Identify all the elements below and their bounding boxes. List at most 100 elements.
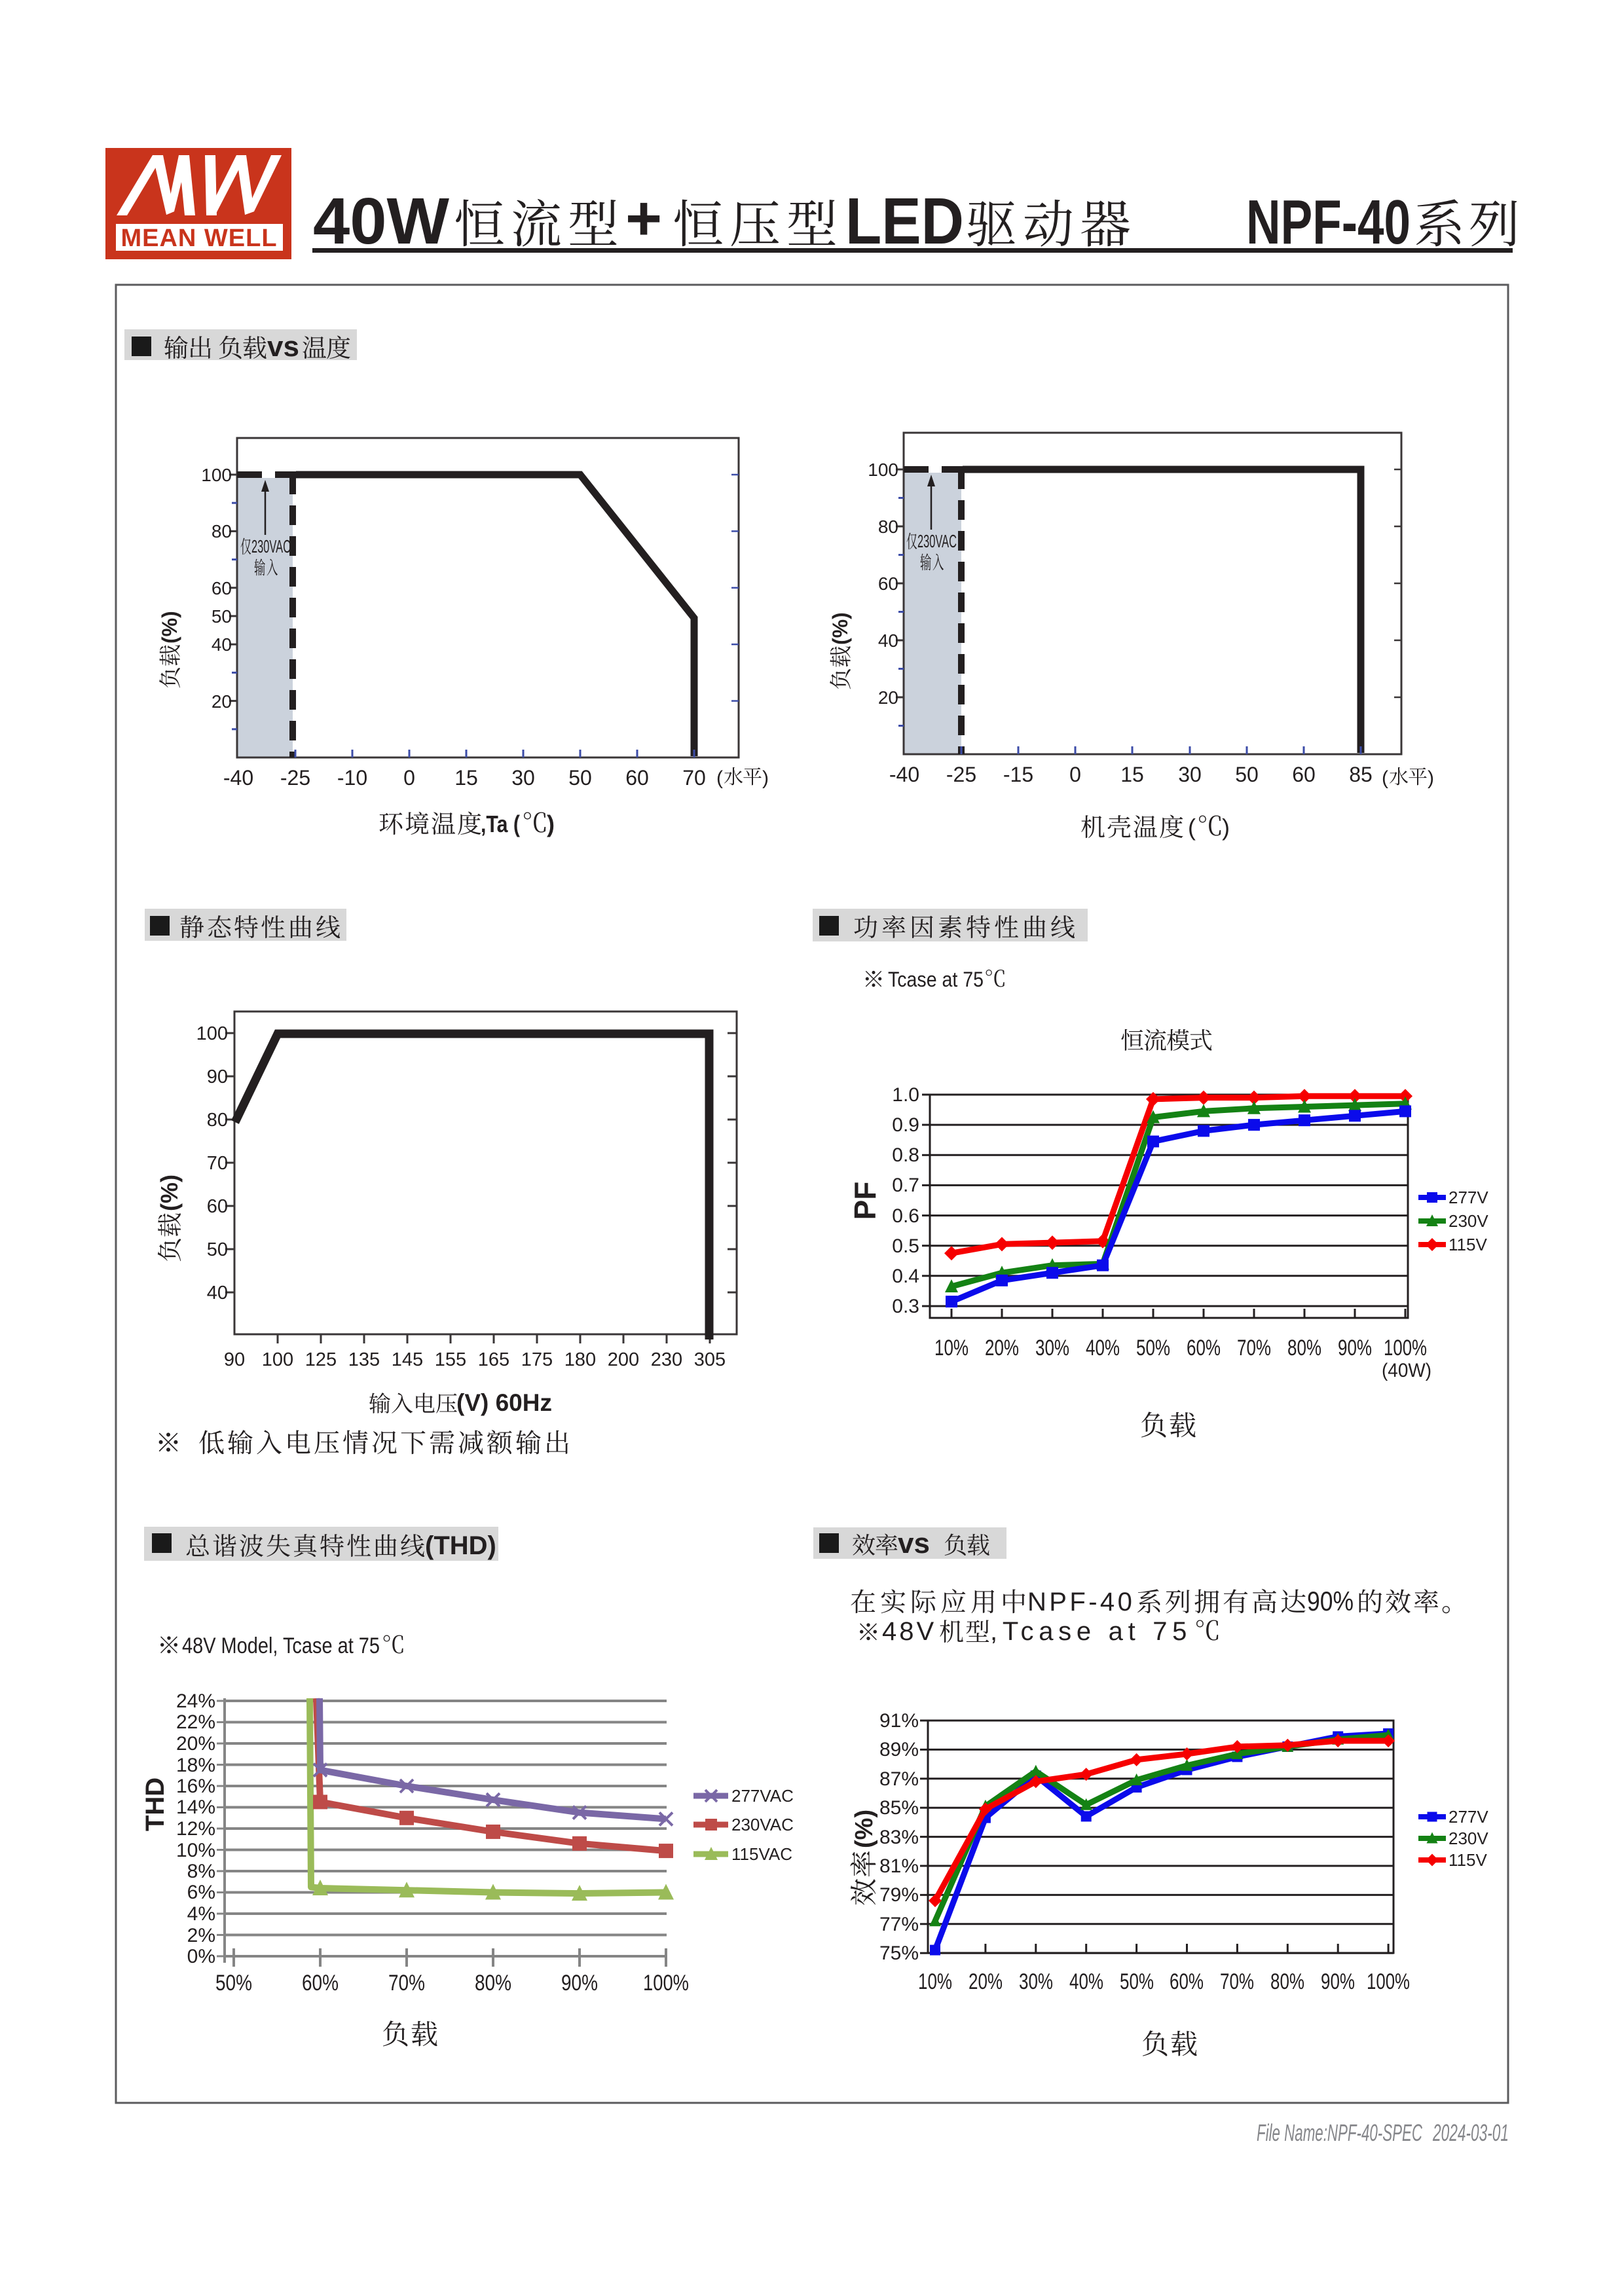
svg-text:+: + [625,183,662,253]
svg-text:(: ( [1188,814,1196,841]
svg-text:100%: 100% [1384,1336,1427,1360]
svg-text:(%): (%) [828,612,852,645]
svg-text:): ) [1222,814,1230,841]
svg-text:180: 180 [564,1349,596,1370]
svg-text:70%: 70% [388,1971,425,1995]
svg-text:50: 50 [1235,763,1259,786]
svg-text:Tcase at 75: Tcase at 75 [888,968,984,991]
svg-text:10%: 10% [918,1969,952,1994]
svg-text:0.8: 0.8 [892,1144,919,1166]
svg-text:vs: vs [267,331,299,363]
svg-text:90%: 90% [1307,1586,1354,1616]
svg-text:50: 50 [207,1239,228,1260]
svg-text:50%: 50% [1120,1969,1154,1994]
svg-text:8%: 8% [187,1861,215,1882]
svg-text:70%: 70% [1237,1336,1271,1360]
svg-text:85: 85 [1349,763,1373,786]
svg-text:277VAC: 277VAC [731,1786,794,1806]
svg-text:30%: 30% [1035,1336,1069,1360]
svg-text:77%: 77% [879,1914,919,1935]
svg-text:10%: 10% [176,1840,215,1861]
svg-text:(%): (%) [851,1810,878,1848]
svg-text:14%: 14% [176,1796,215,1818]
svg-text:0.9: 0.9 [892,1114,919,1136]
svg-text:(%): (%) [156,1175,183,1211]
svg-text:20: 20 [878,687,898,708]
svg-text:115V: 115V [1449,1235,1487,1254]
svg-text:): ) [762,767,769,789]
svg-text:MEAN WELL: MEAN WELL [120,225,277,252]
svg-text:30: 30 [1178,763,1202,786]
svg-text:80: 80 [212,521,232,541]
svg-text:75%: 75% [879,1942,919,1964]
svg-text:0: 0 [1069,763,1081,786]
svg-text:230V: 230V [1449,1211,1488,1231]
svg-text:-10: -10 [337,766,367,790]
svg-text:90%: 90% [561,1971,598,1995]
svg-text:83%: 83% [879,1827,919,1848]
svg-text:80%: 80% [1287,1336,1321,1360]
svg-text:(%): (%) [158,611,181,644]
svg-text:LED: LED [845,185,964,258]
svg-text:6%: 6% [187,1882,215,1903]
svg-text:70: 70 [682,766,706,790]
svg-text:50: 50 [212,606,232,627]
svg-text:155: 155 [435,1349,466,1370]
svg-text:48V Model, Tcase at 75: 48V Model, Tcase at 75 [182,1633,380,1658]
svg-text:0: 0 [403,766,415,790]
svg-text:0.4: 0.4 [892,1266,919,1287]
svg-text:(: ( [716,767,723,789]
svg-text:15: 15 [1120,763,1144,786]
svg-text:70%: 70% [1220,1969,1254,1994]
svg-text:40%: 40% [1069,1969,1103,1994]
svg-text:(THD): (THD) [425,1531,496,1560]
svg-text:175: 175 [521,1349,553,1370]
svg-text:20%: 20% [176,1733,215,1755]
svg-text:80: 80 [878,517,898,537]
svg-text:135: 135 [348,1349,380,1370]
svg-text:40W: 40W [313,185,450,258]
svg-text:89%: 89% [879,1739,919,1760]
svg-text:40%: 40% [1086,1336,1120,1360]
svg-text:20: 20 [212,691,232,712]
svg-text:60%: 60% [1170,1969,1204,1994]
svg-text:30: 30 [511,766,535,790]
svg-text:60%: 60% [302,1971,339,1995]
svg-text:230VAC: 230VAC [251,536,291,556]
svg-text:0%: 0% [187,1946,215,1967]
svg-text:12%: 12% [176,1818,215,1840]
svg-text:100: 100 [201,465,232,485]
svg-text:15: 15 [454,766,478,790]
svg-text:1.0: 1.0 [892,1084,919,1106]
svg-text:90: 90 [224,1349,245,1370]
svg-text:File Name:NPF-40-SPEC: File Name:NPF-40-SPEC [1257,2119,1423,2146]
svg-text:20%: 20% [969,1969,1003,1994]
svg-text:100: 100 [262,1349,293,1370]
svg-text:30%: 30% [1019,1969,1053,1994]
svg-text:NPF-40: NPF-40 [1027,1588,1135,1616]
svg-text:16%: 16% [176,1776,215,1797]
svg-text:277V: 277V [1449,1188,1488,1207]
svg-text:87%: 87% [879,1768,919,1790]
svg-text:165: 165 [478,1349,509,1370]
svg-text:40: 40 [212,634,232,655]
svg-text:79%: 79% [879,1884,919,1906]
svg-text:145: 145 [392,1349,423,1370]
svg-text:40: 40 [878,630,898,651]
svg-text:125: 125 [305,1349,337,1370]
svg-text:85%: 85% [879,1797,919,1819]
svg-text:100%: 100% [1367,1969,1410,1994]
svg-text:100: 100 [868,460,898,480]
svg-text:60: 60 [625,766,649,790]
svg-text:2%: 2% [187,1925,215,1946]
svg-text:0.5: 0.5 [892,1235,919,1257]
svg-text:-15: -15 [1003,763,1033,786]
svg-text:50: 50 [568,766,592,790]
svg-text:(V) 60Hz: (V) 60Hz [456,1389,552,1416]
svg-text:230VAC: 230VAC [917,531,957,551]
svg-text:100: 100 [196,1023,228,1044]
svg-text:90%: 90% [1321,1969,1355,1994]
svg-text:22%: 22% [176,1711,215,1733]
svg-text:18%: 18% [176,1755,215,1776]
svg-text:50%: 50% [215,1971,252,1995]
